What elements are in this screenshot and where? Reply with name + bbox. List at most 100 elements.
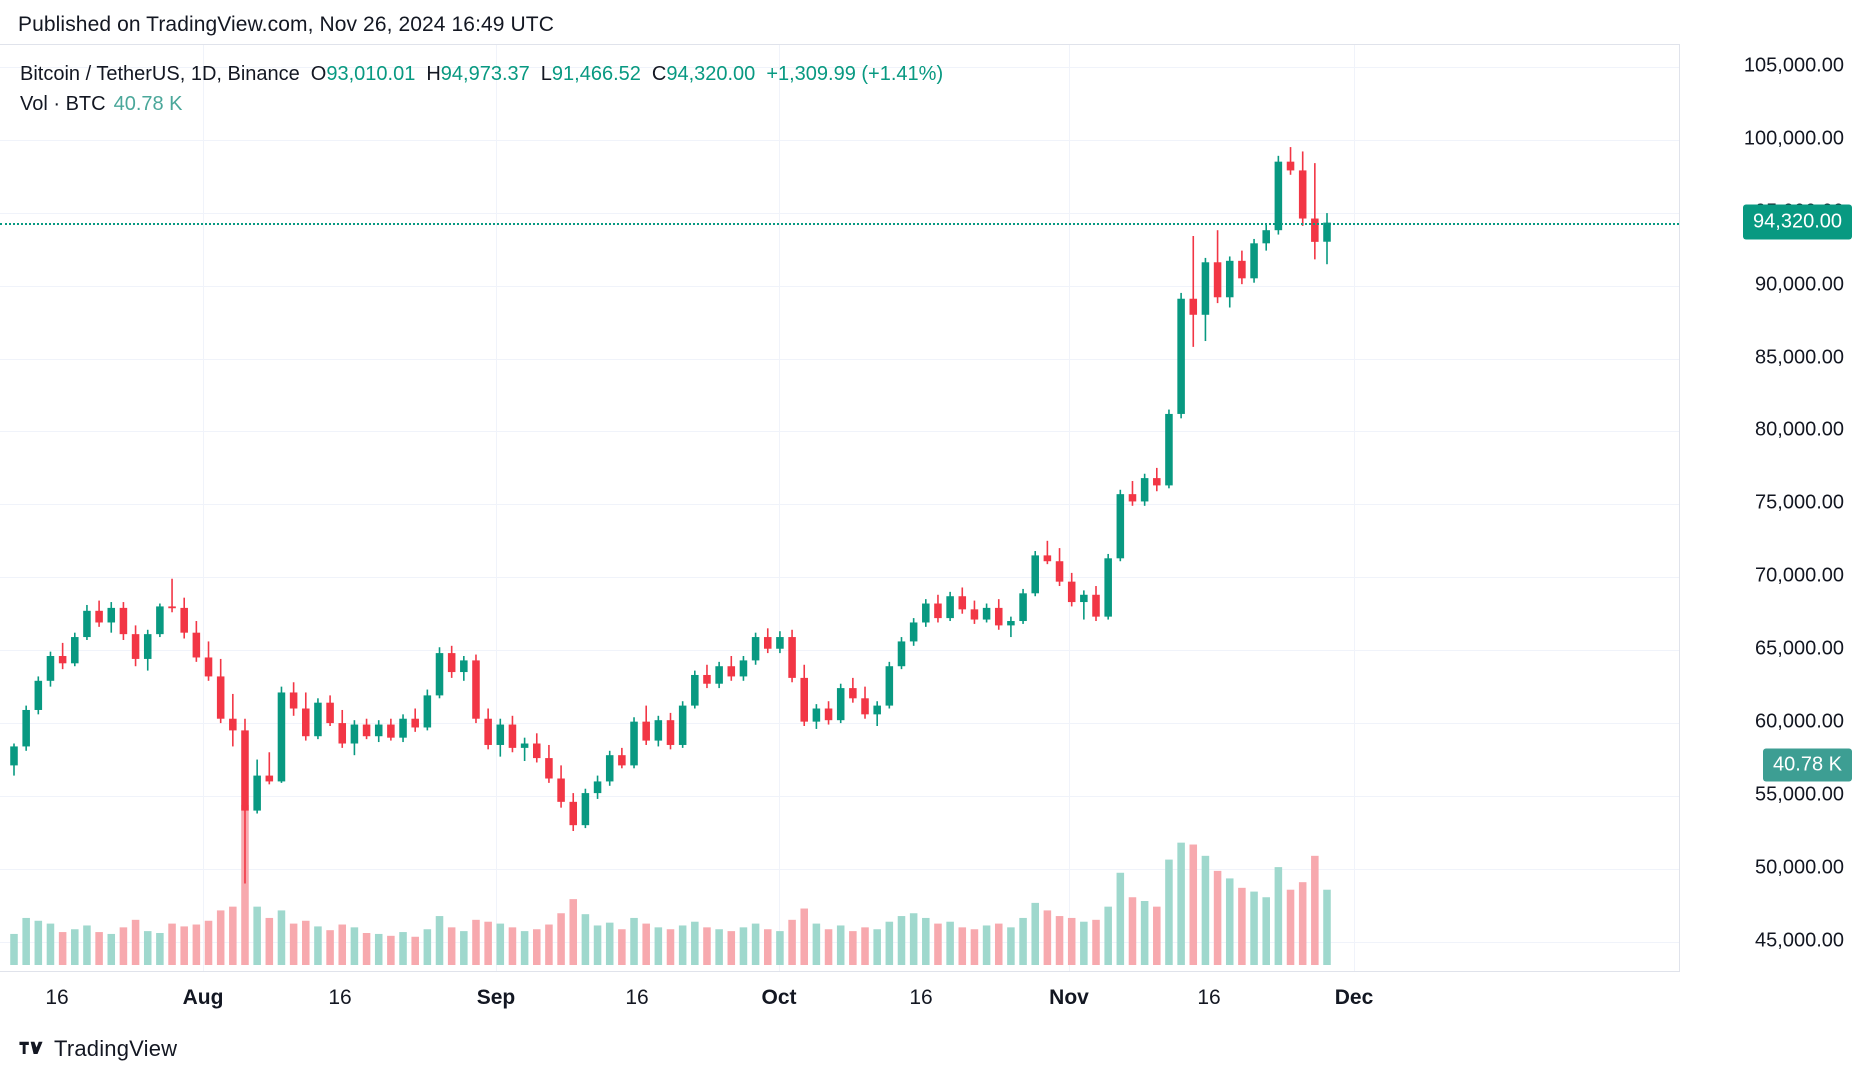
volume-bar <box>143 931 152 965</box>
volume-bar <box>727 931 736 965</box>
gridline-horizontal <box>0 723 1679 725</box>
volume-bar <box>520 931 529 965</box>
time-axis-tick-16: 16 <box>909 986 933 1009</box>
volume-bar <box>216 910 225 965</box>
volume-bar <box>374 933 383 965</box>
price-axis[interactable]: 105,000.00100,000.0095,000.0090,000.0085… <box>1679 44 1856 972</box>
volume-bar <box>909 913 918 965</box>
volume-bar <box>168 923 176 965</box>
volume-bar <box>1007 927 1015 965</box>
volume-bar <box>338 924 347 965</box>
volume-bar <box>1177 842 1185 965</box>
chart-plot-area[interactable] <box>0 45 1679 971</box>
volume-bar <box>593 925 602 965</box>
candle-body <box>703 674 711 684</box>
current-volume-badge[interactable]: 40.78 K <box>1763 748 1852 782</box>
volume-bar <box>1080 921 1088 965</box>
candle-body <box>1116 494 1125 559</box>
price-axis-tick: 55,000.00 <box>1755 783 1844 806</box>
gridline-horizontal <box>0 358 1679 360</box>
volume-bar <box>569 899 578 965</box>
candle-body <box>739 660 748 677</box>
candle-body <box>143 634 152 659</box>
candle-body <box>605 755 614 782</box>
price-axis-tick: 65,000.00 <box>1755 637 1844 660</box>
volume-bar <box>314 926 322 965</box>
volume-bar <box>1286 889 1295 965</box>
legend-symbol[interactable]: Bitcoin / TetherUS, 1D, Binance <box>20 63 300 85</box>
candle-body <box>326 702 334 724</box>
candle-body <box>314 702 322 737</box>
volume-bar <box>253 906 261 965</box>
time-axis-tick-sep: Sep <box>476 986 516 1009</box>
volume-bar <box>654 927 663 965</box>
candle-body <box>399 718 407 738</box>
volume-bar <box>1116 872 1125 965</box>
candle-body <box>253 775 261 811</box>
candle-body <box>192 632 201 658</box>
candle-body <box>581 793 590 826</box>
price-axis-tick: 60,000.00 <box>1755 710 1844 733</box>
candle-body <box>946 596 954 619</box>
legend-ohlc-row: Bitcoin / TetherUS, 1D, Binance O93,010.0… <box>20 61 943 87</box>
candle-body <box>1323 222 1331 242</box>
volume-bar <box>1201 855 1210 965</box>
candle-body <box>484 718 492 745</box>
candle-body <box>1031 555 1039 594</box>
volume-bar <box>1262 897 1270 965</box>
candle-body <box>642 721 650 741</box>
legend-close-value: 94,320.00 <box>666 63 756 85</box>
legend-volume-label[interactable]: Vol · BTC <box>20 93 106 116</box>
volume-bar <box>800 908 808 965</box>
candle-body <box>374 724 383 737</box>
candle-body <box>533 743 541 759</box>
time-axis-tick-16: 16 <box>45 986 69 1009</box>
volume-bar <box>119 927 128 965</box>
volume-bar <box>241 805 249 965</box>
candle-body <box>204 657 213 677</box>
volume-bar <box>605 922 614 965</box>
gridline-horizontal <box>0 212 1679 214</box>
candle-body <box>630 721 638 766</box>
candle-body <box>1092 594 1100 617</box>
volume-bar <box>472 919 480 965</box>
volume-bar <box>934 923 942 965</box>
candle-body <box>1286 161 1295 171</box>
legend-change: +1,309.99 (+1.41%) <box>766 63 944 85</box>
volume-bar <box>22 917 30 965</box>
volume-bar <box>1043 910 1052 965</box>
candle-body <box>885 666 894 706</box>
volume-bar <box>642 923 650 965</box>
candle-body <box>1177 298 1185 414</box>
volume-bar <box>46 923 55 965</box>
candle-body <box>107 607 116 623</box>
current-price-badge[interactable]: 94,320.00 <box>1743 204 1852 240</box>
candle-body <box>557 778 565 802</box>
candle-body <box>350 724 359 744</box>
candle-body <box>1250 243 1258 279</box>
price-axis-tick: 85,000.00 <box>1755 346 1844 369</box>
chart-legend: Bitcoin / TetherUS, 1D, Binance O93,010.0… <box>20 61 943 118</box>
candle-body <box>156 606 164 635</box>
volume-bar <box>34 920 43 965</box>
volume-bar <box>1019 917 1027 965</box>
candle-body <box>666 720 675 745</box>
volume-bar <box>885 921 894 965</box>
gridline-horizontal <box>0 796 1679 797</box>
candle-body <box>678 705 687 745</box>
time-axis[interactable]: 16 Aug 16 Sep 16 Oct 16 Nov 16 Dec <box>0 972 1856 1028</box>
candle-body <box>302 708 310 737</box>
chart-frame[interactable]: Bitcoin / TetherUS, 1D, Binance O93,010.0… <box>0 44 1679 972</box>
candle-body <box>447 653 456 673</box>
volume-bar <box>302 920 310 965</box>
candlestick-series <box>10 147 1331 965</box>
candle-body <box>836 688 845 721</box>
time-axis-tick-16: 16 <box>328 986 352 1009</box>
legend-volume-row: Vol · BTC 40.78 K <box>20 91 943 117</box>
volume-bar <box>533 929 541 965</box>
candle-body <box>1019 593 1027 622</box>
footer-branding: TradingView <box>18 1036 177 1062</box>
candle-body <box>545 758 553 779</box>
volume-bar <box>362 933 371 965</box>
volume-bar <box>180 926 188 965</box>
